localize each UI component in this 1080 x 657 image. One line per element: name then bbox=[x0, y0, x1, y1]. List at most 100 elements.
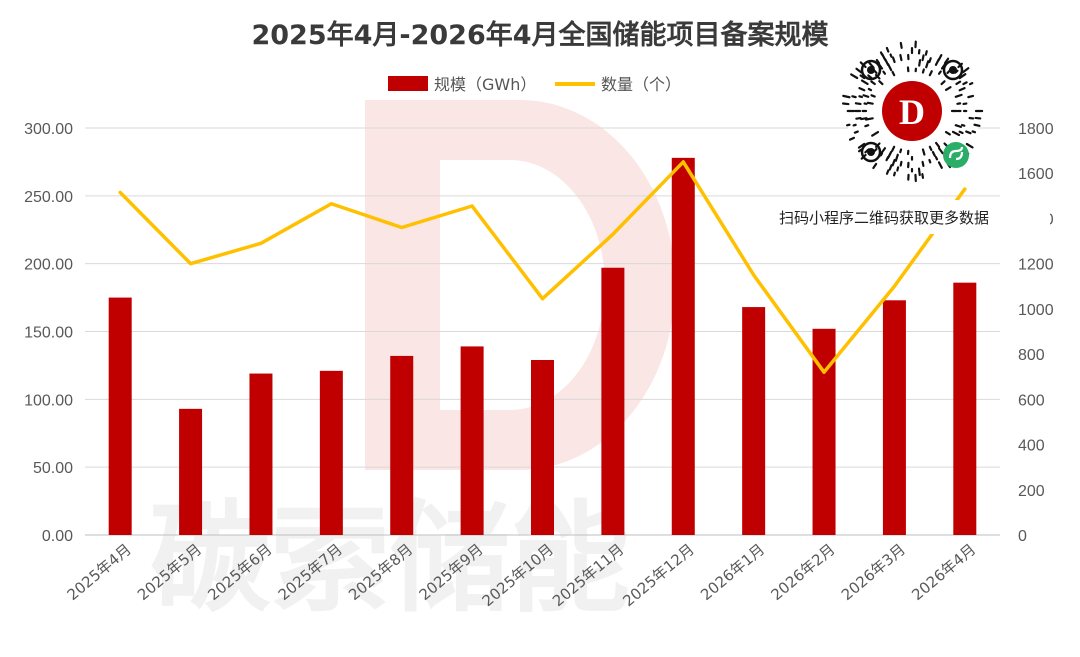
y-tick-left-label: 0.00 bbox=[42, 528, 73, 545]
qr-dash bbox=[962, 81, 968, 86]
qr-dash bbox=[958, 73, 967, 80]
qr-dash bbox=[958, 130, 964, 135]
bar bbox=[249, 373, 273, 535]
qr-code[interactable]: D bbox=[841, 40, 984, 183]
qr-dash bbox=[917, 167, 921, 177]
qr-dash bbox=[937, 147, 944, 155]
y-tick-left-label: 250.00 bbox=[24, 189, 73, 206]
x-tick-label: 2025年12月 bbox=[619, 540, 697, 610]
bar-series bbox=[108, 157, 977, 535]
qr-dash bbox=[867, 74, 873, 80]
x-tick-label: 2026年3月 bbox=[838, 540, 909, 604]
qr-dash bbox=[871, 130, 880, 137]
qr-dash bbox=[924, 50, 928, 56]
qr-dash bbox=[958, 87, 966, 92]
qr-dash bbox=[888, 164, 893, 171]
y-axis-right: 020040060080010001200140016001800 bbox=[1018, 121, 1054, 545]
chart-title: 2025年4月-2026年4月全国储能项目备案规模 bbox=[251, 19, 828, 51]
qr-dash bbox=[931, 150, 936, 157]
bar bbox=[390, 355, 414, 535]
qr-dash bbox=[954, 124, 962, 128]
qr-dash bbox=[921, 173, 925, 179]
qr-dash bbox=[954, 93, 963, 98]
bar bbox=[179, 408, 203, 535]
qr-dash bbox=[893, 171, 896, 177]
qr-dash bbox=[961, 67, 970, 74]
qr-dash bbox=[848, 136, 856, 141]
qr-dash bbox=[921, 54, 925, 62]
bar bbox=[671, 157, 695, 535]
bar bbox=[953, 282, 977, 535]
mini-program-glyph bbox=[948, 146, 964, 161]
qr-dash bbox=[891, 56, 896, 64]
watermark: 碳索储能 bbox=[150, 100, 675, 629]
qr-dash bbox=[965, 130, 972, 135]
qr-finder bbox=[860, 141, 882, 163]
qr-dash bbox=[940, 80, 946, 86]
qr-dash bbox=[899, 148, 903, 154]
qr-dash bbox=[918, 59, 922, 67]
legend-label-bar: 规模（GWh） bbox=[434, 75, 536, 94]
y-tick-right-label: 1200 bbox=[1018, 257, 1054, 274]
y-tick-right-label: 1800 bbox=[1018, 121, 1054, 138]
qr-dash bbox=[974, 116, 982, 120]
line-point bbox=[892, 284, 896, 288]
y-tick-right-label: 600 bbox=[1018, 392, 1045, 409]
qr-dash bbox=[955, 80, 962, 86]
bar bbox=[531, 359, 554, 535]
qr-dash bbox=[880, 147, 887, 154]
qr-dash bbox=[967, 94, 975, 99]
qr-dash bbox=[899, 53, 903, 62]
qr-dash bbox=[859, 74, 866, 80]
qr-dash bbox=[867, 87, 873, 92]
qr-dash bbox=[943, 57, 950, 65]
qr-dash bbox=[971, 130, 977, 134]
qr-finder bbox=[942, 59, 964, 81]
qr-dash bbox=[891, 70, 896, 77]
y-tick-left-label: 200.00 bbox=[24, 257, 73, 274]
line-point bbox=[329, 202, 333, 206]
line-point bbox=[118, 190, 122, 194]
qr-dash bbox=[944, 130, 951, 136]
x-tick-label: 2026年2月 bbox=[768, 540, 839, 604]
y-tick-right-label: 1000 bbox=[1018, 302, 1054, 319]
line-point bbox=[963, 187, 967, 191]
qr-finder bbox=[860, 59, 882, 81]
qr-logo-letter: D bbox=[899, 92, 925, 132]
qr-dash bbox=[845, 123, 851, 127]
qr-dash bbox=[866, 101, 874, 105]
qr-dash bbox=[968, 82, 974, 86]
y-tick-right-label: 400 bbox=[1018, 438, 1045, 455]
qr-dash bbox=[934, 156, 939, 161]
qr-dash bbox=[894, 153, 899, 162]
qr-dash bbox=[928, 57, 932, 64]
line-point bbox=[470, 204, 474, 208]
qr-dash bbox=[879, 51, 884, 56]
qr-dash bbox=[862, 94, 870, 98]
qr-dash bbox=[973, 123, 981, 127]
qr-dash bbox=[885, 156, 890, 162]
y-tick-left-label: 150.00 bbox=[24, 325, 73, 342]
line-point bbox=[189, 262, 193, 266]
qr-dash bbox=[882, 70, 887, 75]
line-point bbox=[681, 160, 685, 164]
x-tick-label: 2026年1月 bbox=[697, 540, 768, 604]
y-tick-right-label: 200 bbox=[1018, 483, 1045, 500]
line-point bbox=[752, 273, 756, 277]
qr-dash bbox=[855, 116, 862, 120]
qr-dash bbox=[937, 161, 943, 169]
line-point bbox=[822, 370, 826, 374]
qr-dash bbox=[891, 145, 896, 152]
qr-dash bbox=[860, 117, 868, 121]
bar bbox=[319, 370, 343, 535]
qr-dash bbox=[857, 148, 863, 153]
qr-dash bbox=[857, 142, 866, 149]
qr-dash bbox=[851, 95, 857, 99]
qr-dash bbox=[937, 54, 943, 61]
qr-dash bbox=[928, 145, 933, 151]
qr-dash bbox=[965, 142, 974, 149]
qr-dash bbox=[937, 70, 942, 75]
qr-dash bbox=[960, 123, 966, 127]
line-series bbox=[118, 160, 967, 374]
qr-finder-center bbox=[867, 66, 875, 74]
